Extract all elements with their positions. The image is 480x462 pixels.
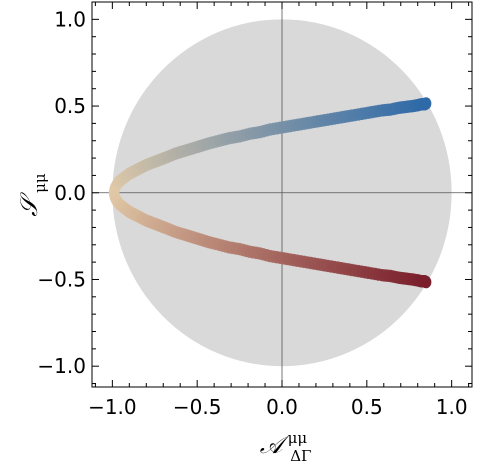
x-tick-label: −1.0 bbox=[88, 395, 137, 419]
axis-ticks bbox=[92, 1, 472, 387]
data-point-lower bbox=[420, 275, 432, 289]
y-tick-label: −0.5 bbox=[37, 267, 86, 291]
x-tick-labels: −1.0 −0.5 0.0 0.5 1.0 bbox=[88, 395, 467, 419]
y-tick-label: 1.0 bbox=[54, 7, 86, 31]
y-axis-label-main: 𝒮 bbox=[15, 192, 43, 217]
x-tick-label: 1.0 bbox=[436, 395, 468, 419]
x-axis-label-subscript: ΔΓ bbox=[290, 447, 311, 462]
y-tick-label: 0.0 bbox=[54, 181, 86, 205]
x-tick-label: −0.5 bbox=[173, 395, 222, 419]
y-tick-labels: −1.0 −0.5 0.0 0.5 1.0 bbox=[37, 7, 86, 378]
x-axis-label-main: 𝒜 bbox=[260, 431, 290, 459]
x-tick-label: 0.5 bbox=[351, 395, 383, 419]
data-point-upper bbox=[420, 97, 432, 110]
y-axis-label: 𝒮 μμ bbox=[15, 173, 49, 216]
zero-lines bbox=[92, 2, 472, 387]
data-points bbox=[108, 97, 432, 289]
y-tick-label: −1.0 bbox=[37, 354, 86, 378]
y-tick-label: 0.5 bbox=[54, 94, 86, 118]
x-axis-label-superscript: μμ bbox=[288, 429, 308, 447]
x-axis-label: 𝒜 μμ ΔΓ bbox=[260, 428, 312, 462]
x-tick-label: 0.0 bbox=[266, 395, 298, 419]
y-axis-label-subscript: μμ bbox=[31, 173, 49, 193]
